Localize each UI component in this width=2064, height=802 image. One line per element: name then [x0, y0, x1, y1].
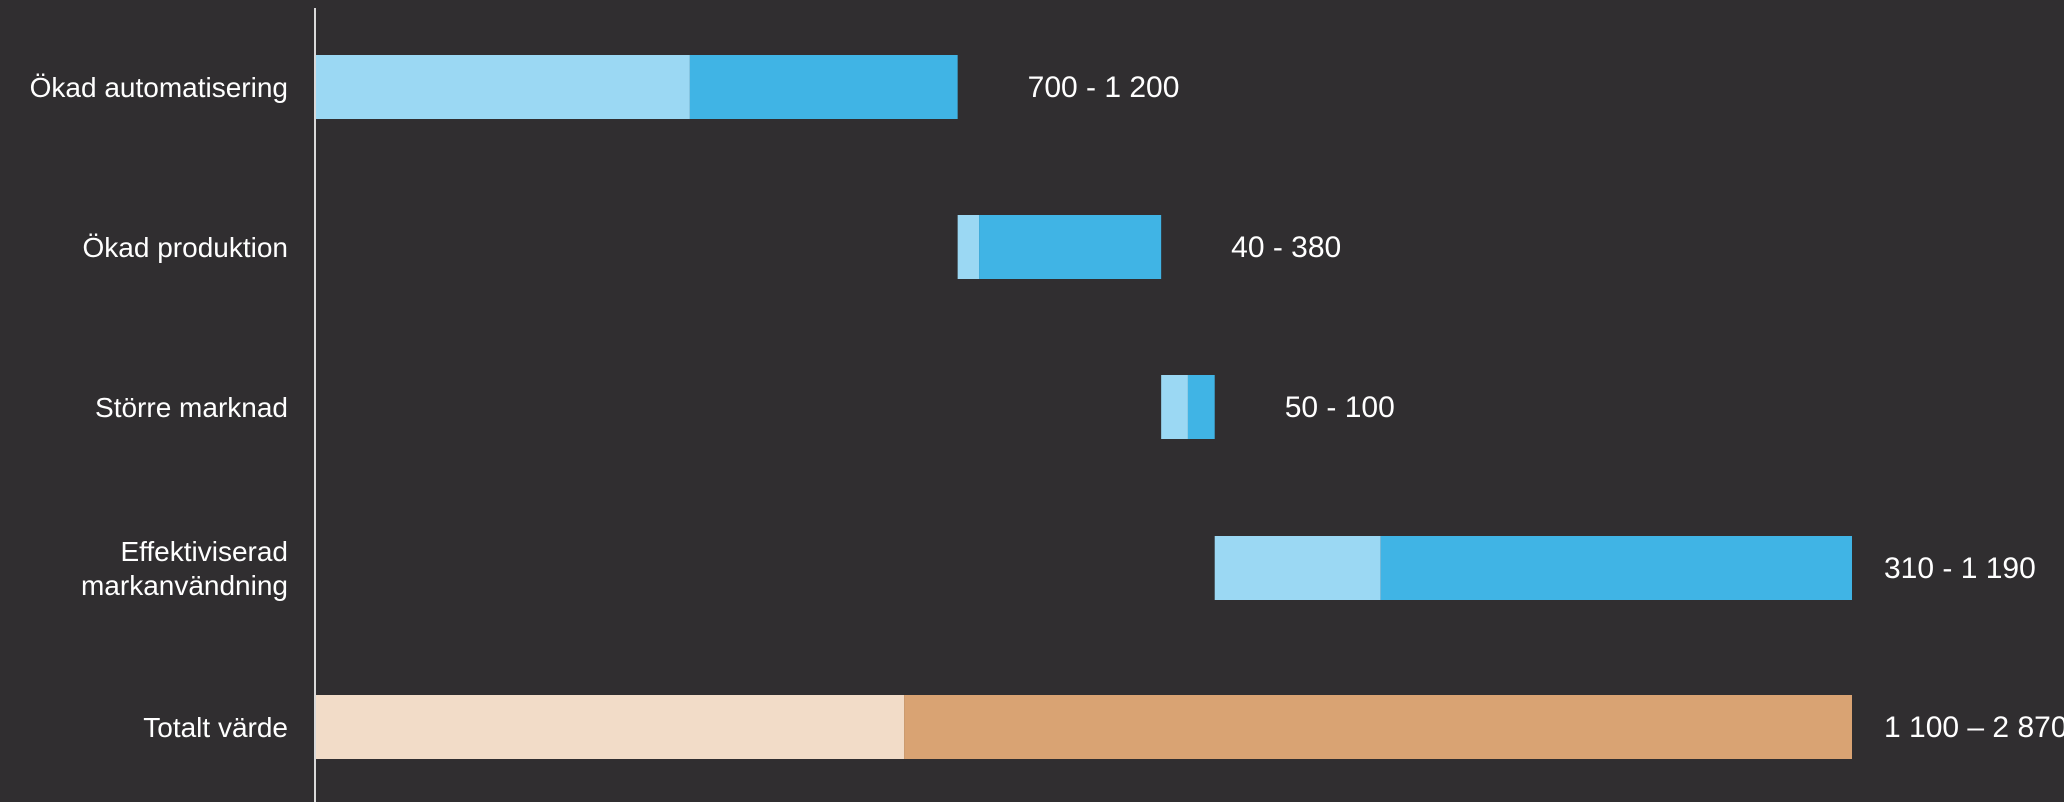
category-label: Större marknad: [95, 392, 288, 423]
bar-low-totalt-varde: [315, 695, 905, 759]
bar-high-effektiviserad-markanvandning: [1380, 536, 1852, 600]
bar-high-storre-marknad: [1187, 375, 1215, 439]
category-label: Ökad produktion: [83, 232, 288, 263]
labels-layer: Ökad automatisering 700 - 1 200 Ökad produ…: [30, 71, 2064, 744]
bars-layer: [315, 55, 1852, 759]
bar-low-okad-automatisering: [315, 55, 690, 119]
bar-low-okad-produktion: [957, 215, 980, 279]
range-label-storre-marknad: 50 - 100: [1285, 391, 1395, 424]
bar-high-okad-automatisering: [689, 55, 958, 119]
category-label: Totalt värde: [143, 712, 288, 743]
bar-low-storre-marknad: [1161, 375, 1188, 439]
bar-high-totalt-varde: [904, 695, 1852, 759]
range-label-okad-produktion: 40 - 380: [1231, 231, 1341, 264]
range-label-totalt-varde: 1 100 – 2 870: [1884, 711, 2064, 744]
bar-low-effektiviserad-markanvandning: [1214, 536, 1381, 600]
range-label-effektiviserad-markanvandning: 310 - 1 190: [1884, 552, 2036, 585]
category-label: Effektiviserad markanvändning: [81, 536, 288, 601]
range-label-okad-automatisering: 700 - 1 200: [1028, 71, 1180, 104]
category-label: Ökad automatisering: [30, 72, 288, 103]
bar-high-okad-produktion: [979, 215, 1162, 279]
